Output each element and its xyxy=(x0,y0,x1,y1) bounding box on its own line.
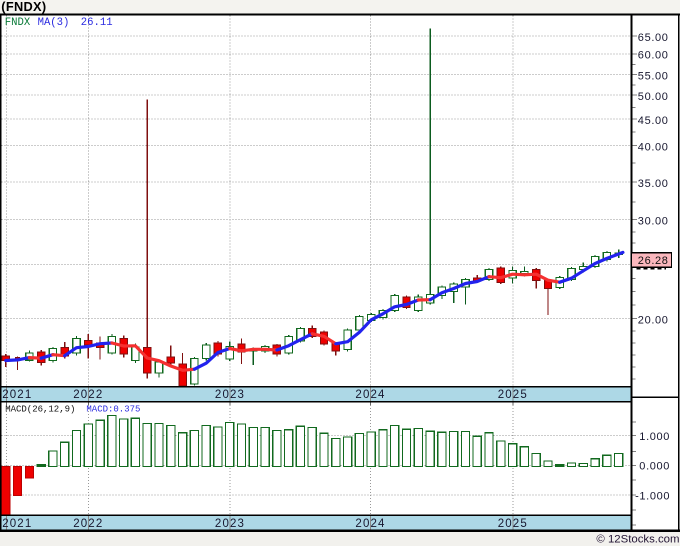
svg-text:2023: 2023 xyxy=(215,389,245,401)
svg-text:1.000: 1.000 xyxy=(639,431,670,443)
svg-text:20.00: 20.00 xyxy=(638,314,669,326)
svg-text:MA(3): MA(3) xyxy=(38,17,70,29)
svg-text:2024: 2024 xyxy=(355,389,385,401)
svg-text:(FNDX): (FNDX) xyxy=(1,0,46,14)
svg-text:30.00: 30.00 xyxy=(638,215,669,227)
svg-text:26.28: 26.28 xyxy=(638,255,669,267)
svg-text:2023: 2023 xyxy=(215,518,245,530)
svg-text:2025: 2025 xyxy=(498,389,528,401)
svg-text:65.00: 65.00 xyxy=(638,32,669,44)
svg-text:2024: 2024 xyxy=(355,518,385,530)
svg-text:-1.000: -1.000 xyxy=(635,490,670,502)
svg-text:2025: 2025 xyxy=(498,518,528,530)
svg-text:2021: 2021 xyxy=(2,518,32,530)
svg-text:40.00: 40.00 xyxy=(638,142,669,154)
svg-text:50.00: 50.00 xyxy=(638,91,669,103)
svg-text:60.00: 60.00 xyxy=(638,50,669,62)
svg-text:MACD(26,12,9): MACD(26,12,9) xyxy=(5,404,75,414)
svg-text:45.00: 45.00 xyxy=(638,115,669,127)
svg-text:26.11: 26.11 xyxy=(81,17,113,29)
svg-text:MACD:0.375: MACD:0.375 xyxy=(86,404,140,414)
svg-text:2022: 2022 xyxy=(73,518,103,530)
svg-text:55.00: 55.00 xyxy=(638,70,669,82)
svg-text:0.000: 0.000 xyxy=(639,461,670,473)
svg-text:FNDX: FNDX xyxy=(5,17,31,29)
svg-text:2022: 2022 xyxy=(73,389,103,401)
svg-text:35.00: 35.00 xyxy=(638,178,669,190)
svg-text:2021: 2021 xyxy=(2,389,32,401)
svg-text:© 12Stocks.com: © 12Stocks.com xyxy=(596,534,679,546)
